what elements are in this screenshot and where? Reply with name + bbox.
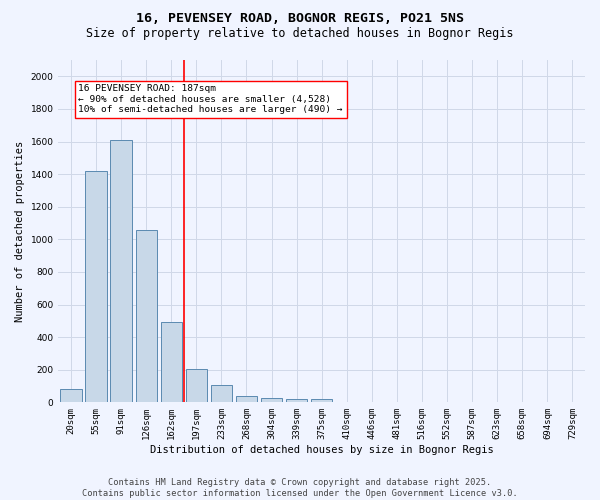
Bar — [286, 399, 307, 402]
Text: Contains HM Land Registry data © Crown copyright and database right 2025.
Contai: Contains HM Land Registry data © Crown c… — [82, 478, 518, 498]
Bar — [85, 171, 107, 402]
Text: 16 PEVENSEY ROAD: 187sqm
← 90% of detached houses are smaller (4,528)
10% of sem: 16 PEVENSEY ROAD: 187sqm ← 90% of detach… — [79, 84, 343, 114]
X-axis label: Distribution of detached houses by size in Bognor Regis: Distribution of detached houses by size … — [150, 445, 494, 455]
Bar — [136, 230, 157, 402]
Bar — [311, 399, 332, 402]
Bar — [185, 369, 207, 402]
Text: Size of property relative to detached houses in Bognor Regis: Size of property relative to detached ho… — [86, 28, 514, 40]
Bar — [110, 140, 132, 402]
Bar — [60, 390, 82, 402]
Bar — [261, 398, 282, 402]
Text: 16, PEVENSEY ROAD, BOGNOR REGIS, PO21 5NS: 16, PEVENSEY ROAD, BOGNOR REGIS, PO21 5N… — [136, 12, 464, 26]
Bar — [236, 396, 257, 402]
Bar — [211, 385, 232, 402]
Y-axis label: Number of detached properties: Number of detached properties — [15, 140, 25, 322]
Bar — [161, 322, 182, 402]
